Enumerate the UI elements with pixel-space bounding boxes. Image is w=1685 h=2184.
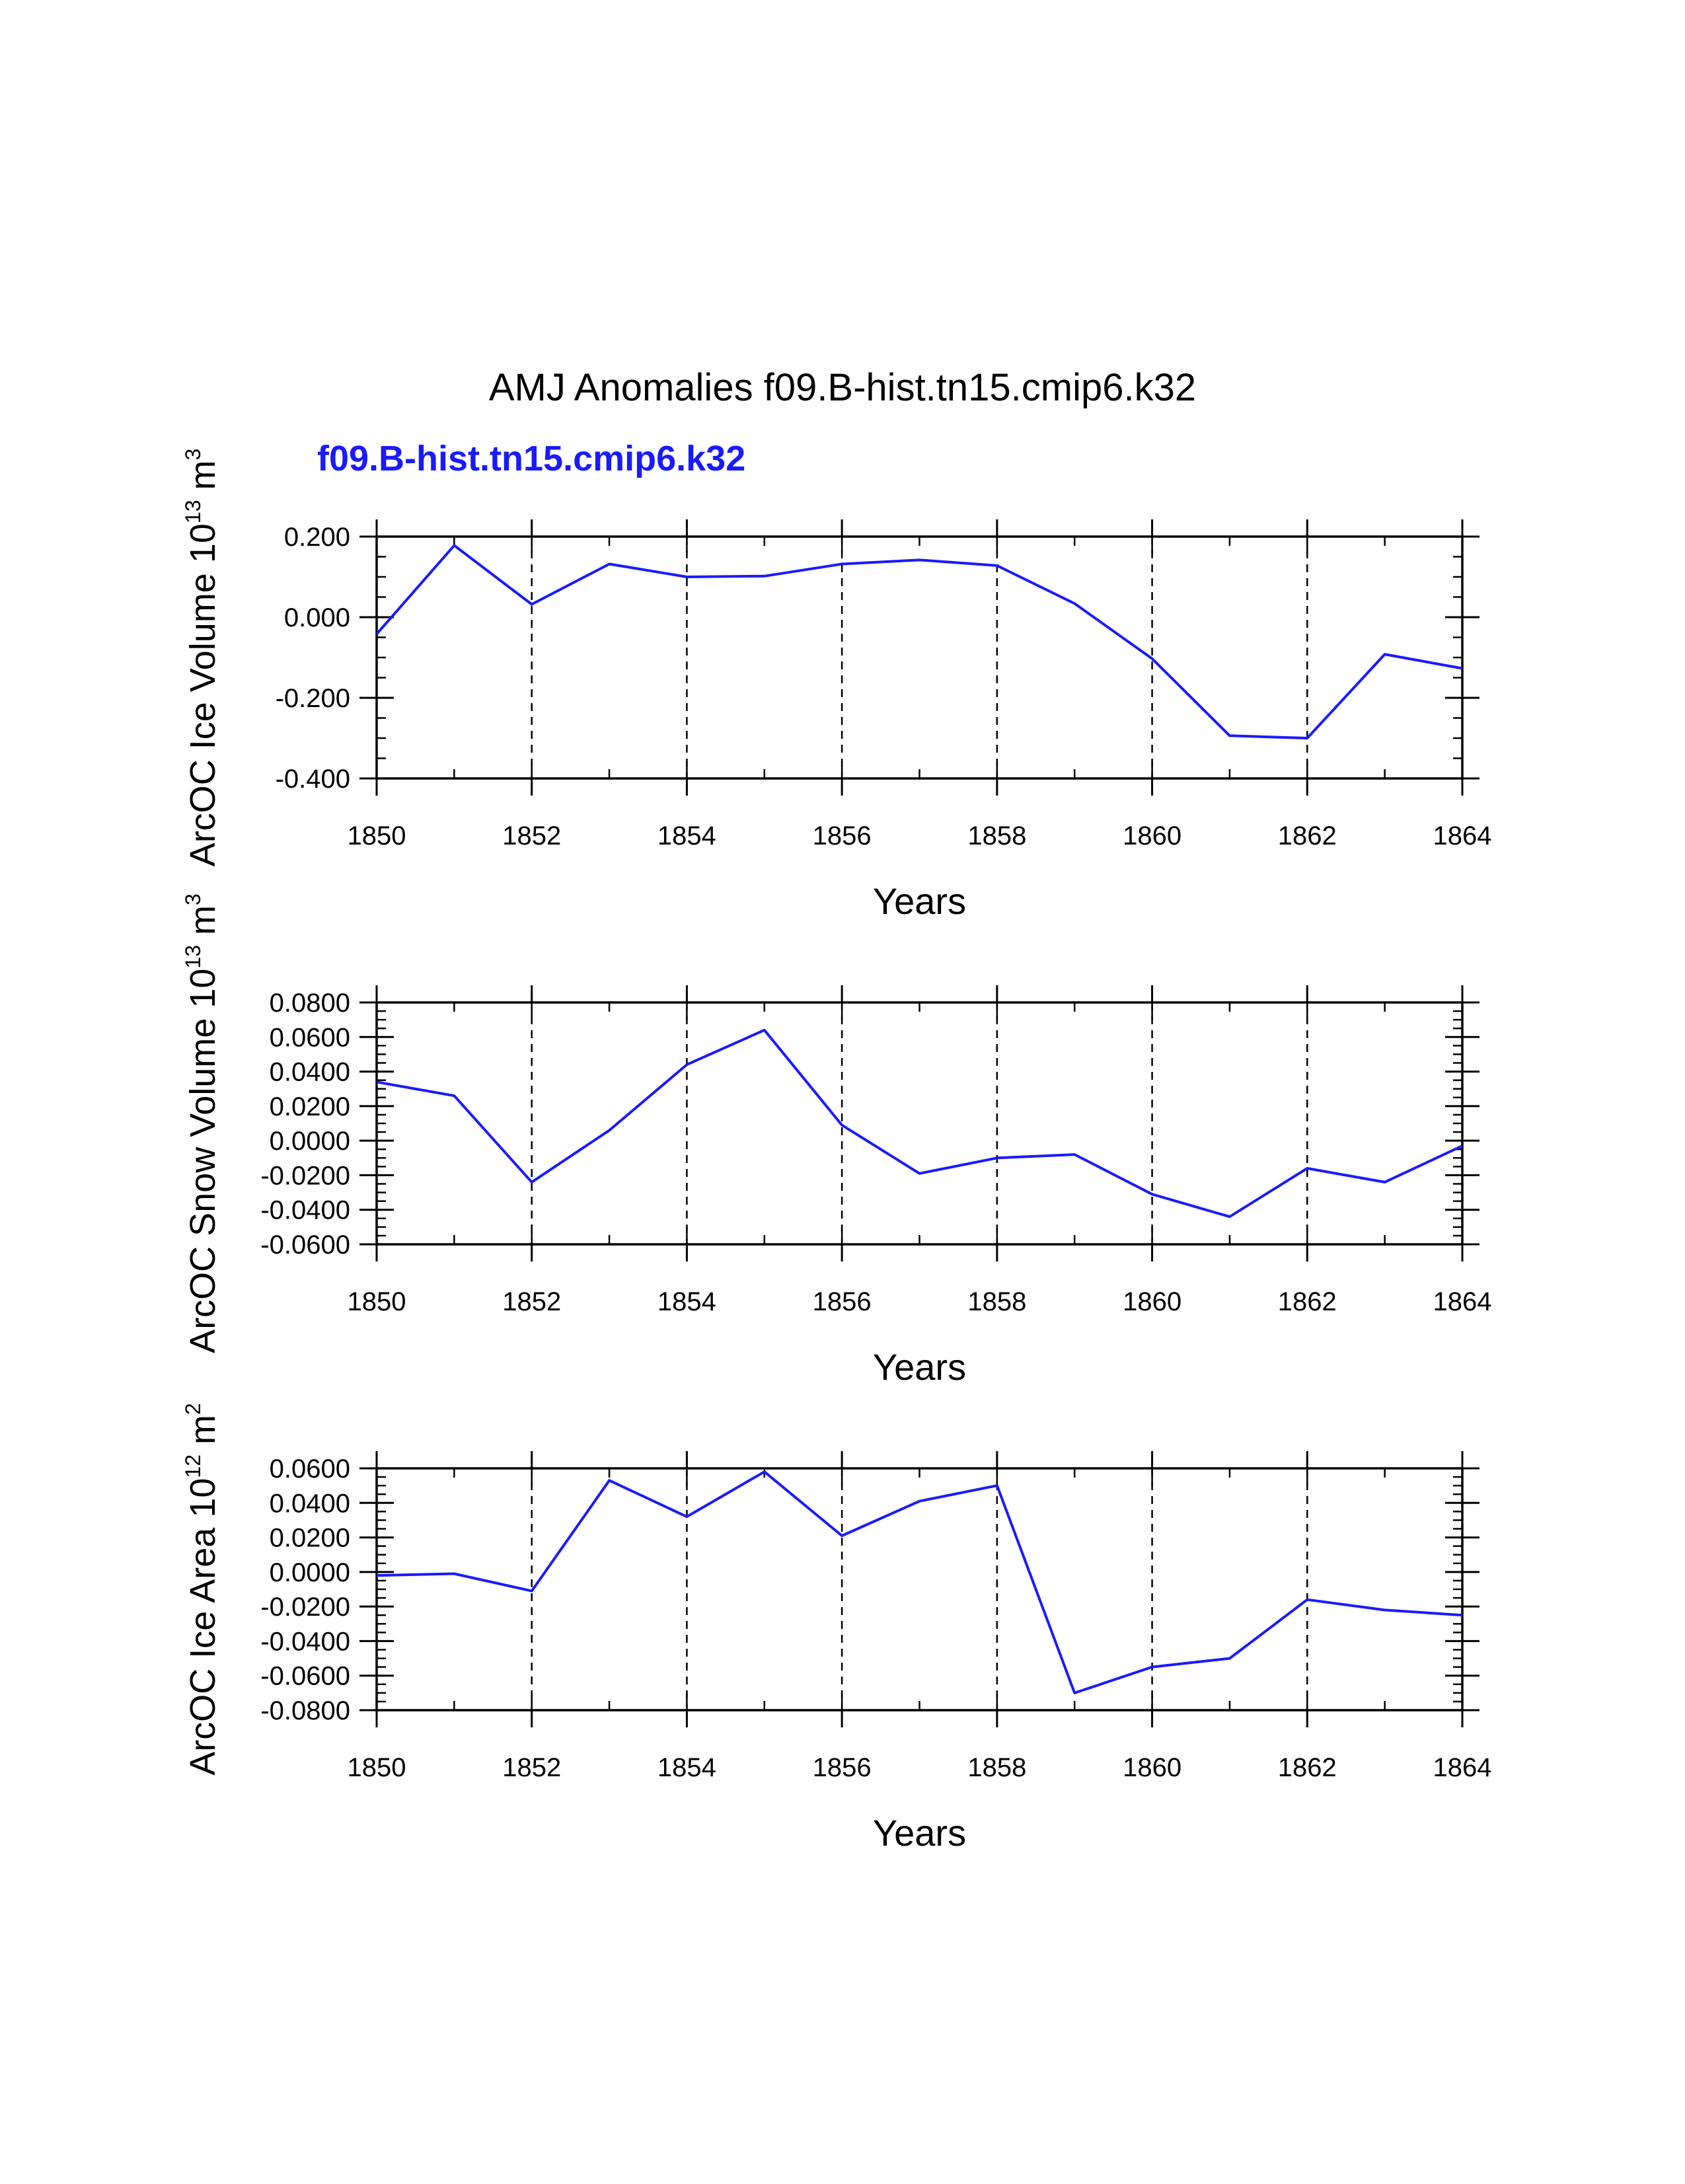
x-tick-label: 1860	[1123, 1287, 1181, 1316]
y-tick-label: 0.0200	[270, 1092, 350, 1121]
y-tick-label: -0.400	[276, 765, 350, 794]
x-axis-title: Years	[873, 1812, 966, 1854]
y-tick-label: 0.0400	[270, 1058, 350, 1087]
y-axis-title: ArcOC Ice Volume 1013 m3	[181, 449, 223, 867]
y-axis-title-exponent: 13	[181, 945, 205, 969]
y-tick-label: 0.0400	[270, 1489, 350, 1518]
x-tick-label: 1850	[348, 821, 406, 850]
y-tick-label: 0.200	[284, 523, 350, 552]
x-tick-label: 1854	[657, 1287, 716, 1316]
y-tick-label: 0.0000	[270, 1127, 350, 1156]
x-tick-label: 1856	[813, 1753, 872, 1782]
y-tick-label: -0.0600	[260, 1662, 350, 1691]
y-axis-title-unit-exponent: 3	[181, 893, 205, 905]
plot-frame	[375, 535, 1464, 780]
y-axis-title-unit: m	[183, 905, 223, 945]
y-tick-label: -0.0600	[260, 1230, 350, 1260]
y-tick-label: 0.0000	[270, 1558, 350, 1587]
x-axis-title: Years	[873, 1346, 966, 1388]
y-axis-title-unit: m	[183, 460, 223, 500]
series-subtitle: f09.B-hist.tn15.cmip6.k32	[317, 439, 745, 478]
series-line	[376, 1028, 1463, 1219]
x-tick-label: 1860	[1123, 821, 1181, 850]
panel-1: -0.400 -0.200 0.000 0.200 1850 1852 1854 1856 18…	[181, 449, 1491, 922]
series-line	[376, 1470, 1463, 1694]
x-tick-label: 1858	[967, 1753, 1026, 1782]
y-axis-title-unit-exponent: 3	[181, 449, 205, 461]
y-tick-label: 0.000	[284, 603, 350, 632]
x-tick-label: 1864	[1433, 821, 1492, 850]
y-axis-title-exponent: 12	[181, 1454, 205, 1478]
y-tick-label: -0.0200	[260, 1161, 350, 1190]
x-tick-label: 1852	[502, 1287, 561, 1316]
x-tick-label: 1864	[1433, 1287, 1492, 1316]
y-tick-label: 0.0600	[270, 1454, 350, 1484]
y-tick-label: -0.0400	[260, 1196, 350, 1225]
x-tick-label: 1854	[657, 1753, 716, 1782]
x-tick-label: 1860	[1123, 1753, 1181, 1782]
x-tick-label: 1852	[502, 1753, 561, 1782]
x-tick-label: 1858	[967, 821, 1026, 850]
y-tick-label: 0.0600	[270, 1023, 350, 1052]
panel-3: -0.0800 -0.0600 -0.0400 -0.0200 0.0000 0.0200…	[181, 1403, 1491, 1854]
series-line	[375, 544, 1463, 739]
y-tick-label: 0.0200	[270, 1524, 350, 1553]
x-axis-title: Years	[873, 880, 966, 922]
x-tick-label: 1854	[657, 821, 716, 850]
x-tick-label: 1856	[813, 821, 872, 850]
y-tick-label: 0.0800	[270, 989, 350, 1018]
y-tick-label: -0.0400	[260, 1627, 350, 1656]
y-axis-title-unit-exponent: 2	[181, 1403, 205, 1415]
y-axis-title: ArcOC Ice Area 1012 m2	[181, 1403, 223, 1776]
x-tick-label: 1862	[1278, 821, 1337, 850]
y-axis-title-main: ArcOC Ice Area 10	[183, 1478, 223, 1776]
y-axis-title: ArcOC Snow Volume 1013 m3	[181, 893, 223, 1353]
x-tick-label: 1864	[1433, 1753, 1492, 1782]
x-tick-label: 1850	[348, 1287, 406, 1316]
x-tick-label: 1858	[967, 1287, 1026, 1316]
panels: -0.400 -0.200 0.000 0.200 1850 1852 1854 1856 18…	[181, 449, 1491, 1854]
y-axis-title-unit: m	[183, 1415, 223, 1454]
x-tick-label: 1850	[348, 1753, 406, 1782]
x-tick-label: 1862	[1278, 1287, 1337, 1316]
plot-frame	[375, 1001, 1464, 1246]
y-tick-label: -0.0200	[260, 1593, 350, 1622]
x-tick-label: 1862	[1278, 1753, 1337, 1782]
figure-title: AMJ Anomalies f09.B-hist.tn15.cmip6.k32	[489, 366, 1196, 409]
panel-2: -0.0600 -0.0400 -0.0200 0.0000 0.0200 0.0400 0…	[181, 893, 1491, 1388]
plot-frame	[375, 1467, 1464, 1712]
y-tick-label: -0.0800	[260, 1696, 350, 1725]
y-axis-title-exponent: 13	[181, 500, 205, 523]
x-tick-label: 1852	[502, 821, 561, 850]
x-tick-label: 1856	[813, 1287, 872, 1316]
y-axis-title-main: ArcOC Ice Volume 10	[183, 523, 223, 866]
y-axis-title-main: ArcOC Snow Volume 10	[183, 969, 223, 1353]
y-tick-label: -0.200	[276, 684, 350, 713]
